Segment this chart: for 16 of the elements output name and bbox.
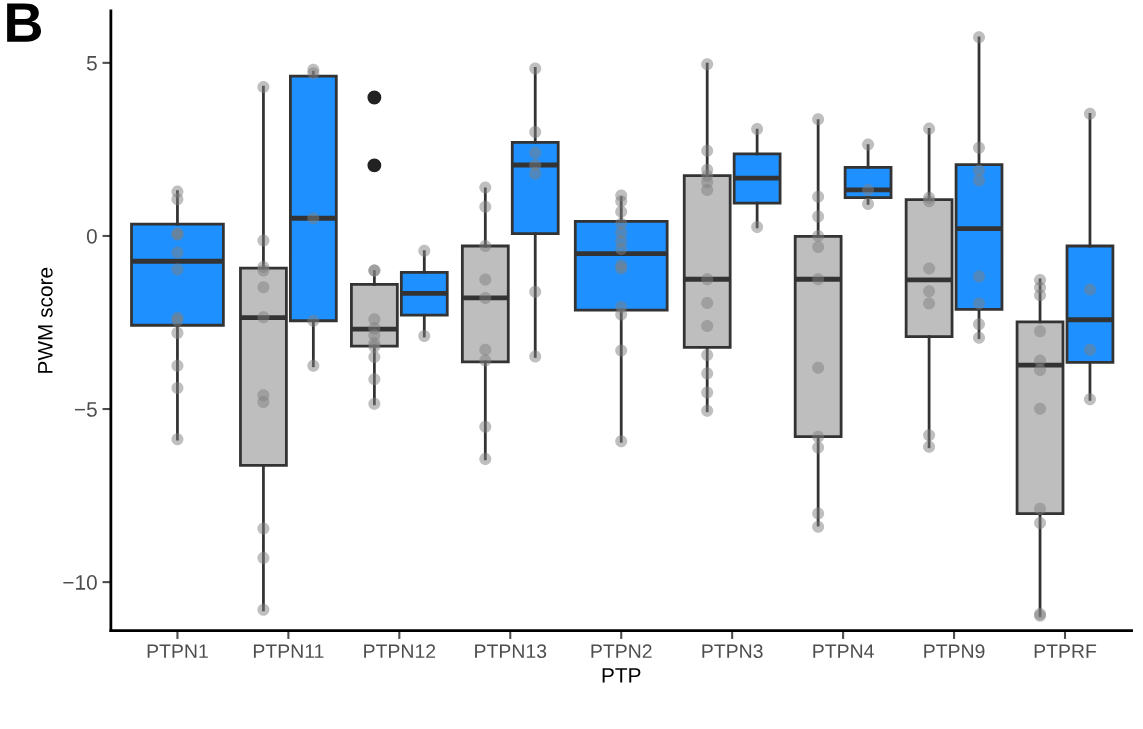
x-tick-label: PTPN11 (253, 644, 324, 658)
x-axis-title: PTP (602, 668, 641, 683)
x-tick-label: PTPN3 (702, 644, 763, 659)
y-tick-label: −10 (63, 575, 97, 590)
x-tick-label: PTPN1 (147, 644, 208, 658)
x-tick-label: PTPN12 (364, 644, 436, 658)
y-tick-label: 0 (86, 228, 97, 244)
x-tick-label: PTPN9 (924, 644, 985, 659)
y-tick-label: 5 (86, 56, 97, 71)
text: B (7, 3, 42, 42)
x-tick-label: PTPN2 (591, 644, 652, 658)
x-tick-label: PTPRF (1034, 644, 1097, 658)
x-tick-label: PTPN4 (813, 644, 874, 658)
y-axis-title: PWM score (38, 267, 53, 373)
x-tick-label: PTPN13 (475, 644, 547, 659)
y-tick-label: −5 (74, 402, 97, 417)
